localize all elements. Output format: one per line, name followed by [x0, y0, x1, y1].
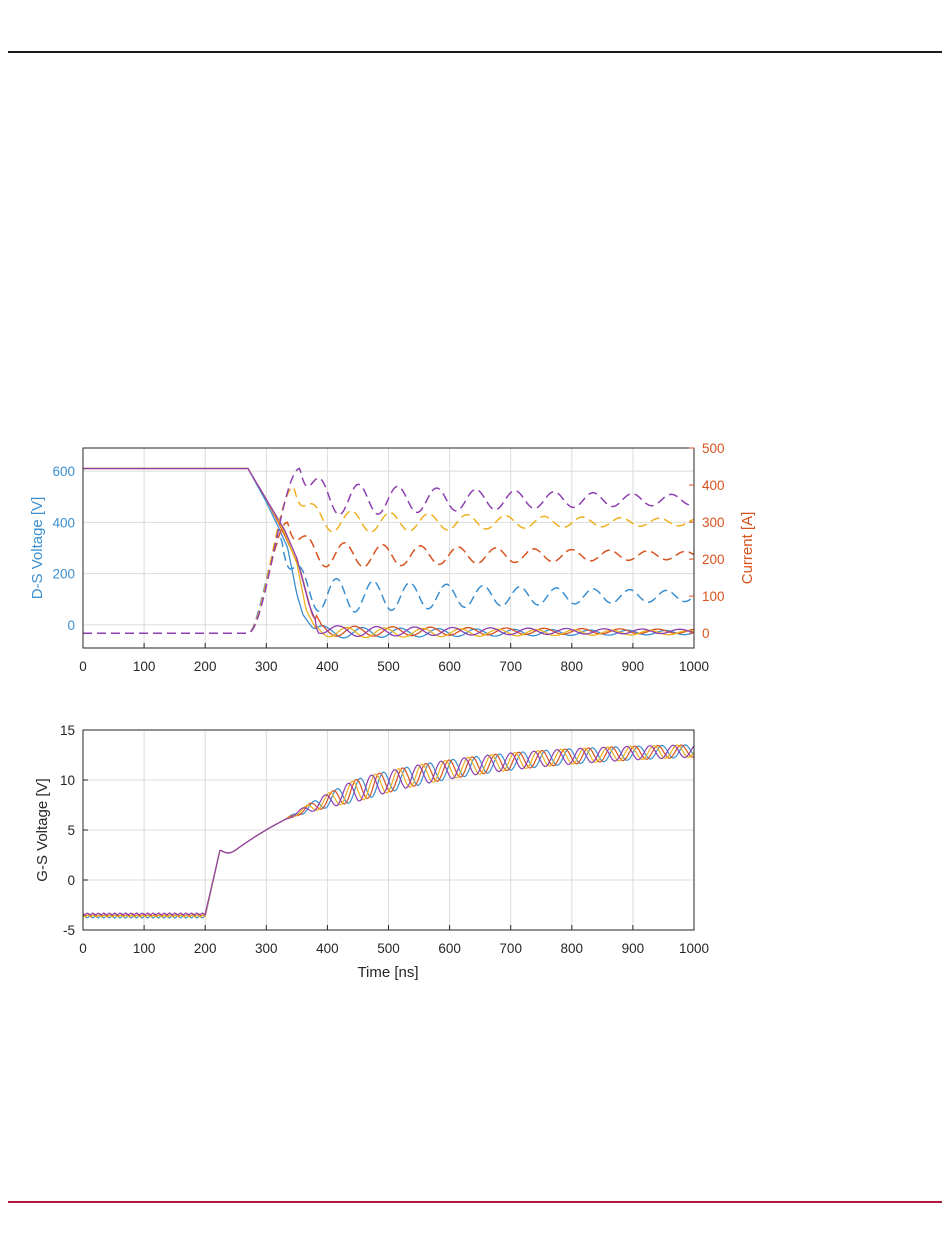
bottom-y-tick-label: -5: [63, 923, 75, 938]
bottom-y-tick-label: 15: [60, 723, 75, 738]
gs-line-purple: [82, 744, 695, 917]
top-left-tick-label: 0: [67, 618, 75, 633]
top-right-tick-label: 300: [702, 515, 725, 530]
bottom-x-tick-label: 300: [255, 941, 278, 956]
top-plot-lines: [83, 467, 695, 639]
bottom-x-tick-label: 1000: [679, 941, 709, 956]
top-left-tick-label: 200: [52, 567, 75, 582]
bottom-x-axis-label: Time [ns]: [357, 964, 418, 981]
bottom-x-tick-label: 100: [133, 941, 156, 956]
bottom-x-tick-label: 200: [194, 941, 217, 956]
voltage-line-purple: [83, 467, 695, 638]
top-x-tick-label: 1000: [679, 659, 709, 674]
top-left-ticks: 0 200 400 600: [52, 464, 75, 633]
top-x-tick-label: 800: [561, 659, 584, 674]
top-right-tick-label: 0: [702, 626, 710, 641]
bottom-y-tick-label: 5: [67, 823, 75, 838]
bottom-x-tick-label: 800: [561, 941, 584, 956]
bottom-x-ticks: 0 100 200 300 400 500 600 700 800 900 1000: [79, 925, 709, 956]
top-x-tick-label: 100: [133, 659, 156, 674]
bottom-x-tick-label: 900: [622, 941, 645, 956]
bottom-y-tick-label: 10: [60, 773, 75, 788]
bottom-x-tick-label: 500: [377, 941, 400, 956]
bottom-y-axis-label: G-S Voltage [V]: [34, 778, 51, 881]
top-rule: [8, 51, 942, 53]
top-x-tick-label: 200: [194, 659, 217, 674]
top-x-tick-label: 0: [79, 659, 87, 674]
top-right-tick-label: 500: [702, 441, 725, 456]
top-x-tick-label: 500: [377, 659, 400, 674]
bottom-plot-lines: [82, 744, 695, 919]
bottom-y-tick-label: 0: [67, 873, 75, 888]
top-right-tick-label: 400: [702, 478, 725, 493]
top-x-tick-label: 900: [622, 659, 645, 674]
top-x-tick-label: 300: [255, 659, 278, 674]
bottom-y-ticks: -5 0 5 10 15: [60, 723, 88, 938]
top-left-tick-label: 600: [52, 464, 75, 479]
bottom-x-tick-label: 0: [79, 941, 87, 956]
bottom-x-tick-label: 400: [316, 941, 339, 956]
top-right-ticks: 0 100 200 300 400 500: [689, 441, 725, 641]
top-x-ticks: 0 100 200 300 400 500 600 700 800 900 1000: [79, 643, 709, 674]
bottom-x-tick-label: 700: [499, 941, 522, 956]
bottom-x-tick-label: 600: [438, 941, 461, 956]
gs-line-yellow: [82, 744, 695, 918]
top-right-tick-label: 100: [702, 589, 725, 604]
top-right-axis-label: Current [A]: [739, 512, 756, 585]
current-line-purple: [83, 467, 695, 634]
top-x-tick-label: 400: [316, 659, 339, 674]
top-x-tick-label: 600: [438, 659, 461, 674]
top-right-tick-label: 200: [702, 552, 725, 567]
top-x-tick-label: 700: [499, 659, 522, 674]
top-left-tick-label: 400: [52, 515, 75, 530]
bottom-rule: [8, 1201, 942, 1203]
top-grid: [82, 448, 695, 648]
top-left-axis-label: D-S Voltage [V]: [29, 497, 46, 600]
